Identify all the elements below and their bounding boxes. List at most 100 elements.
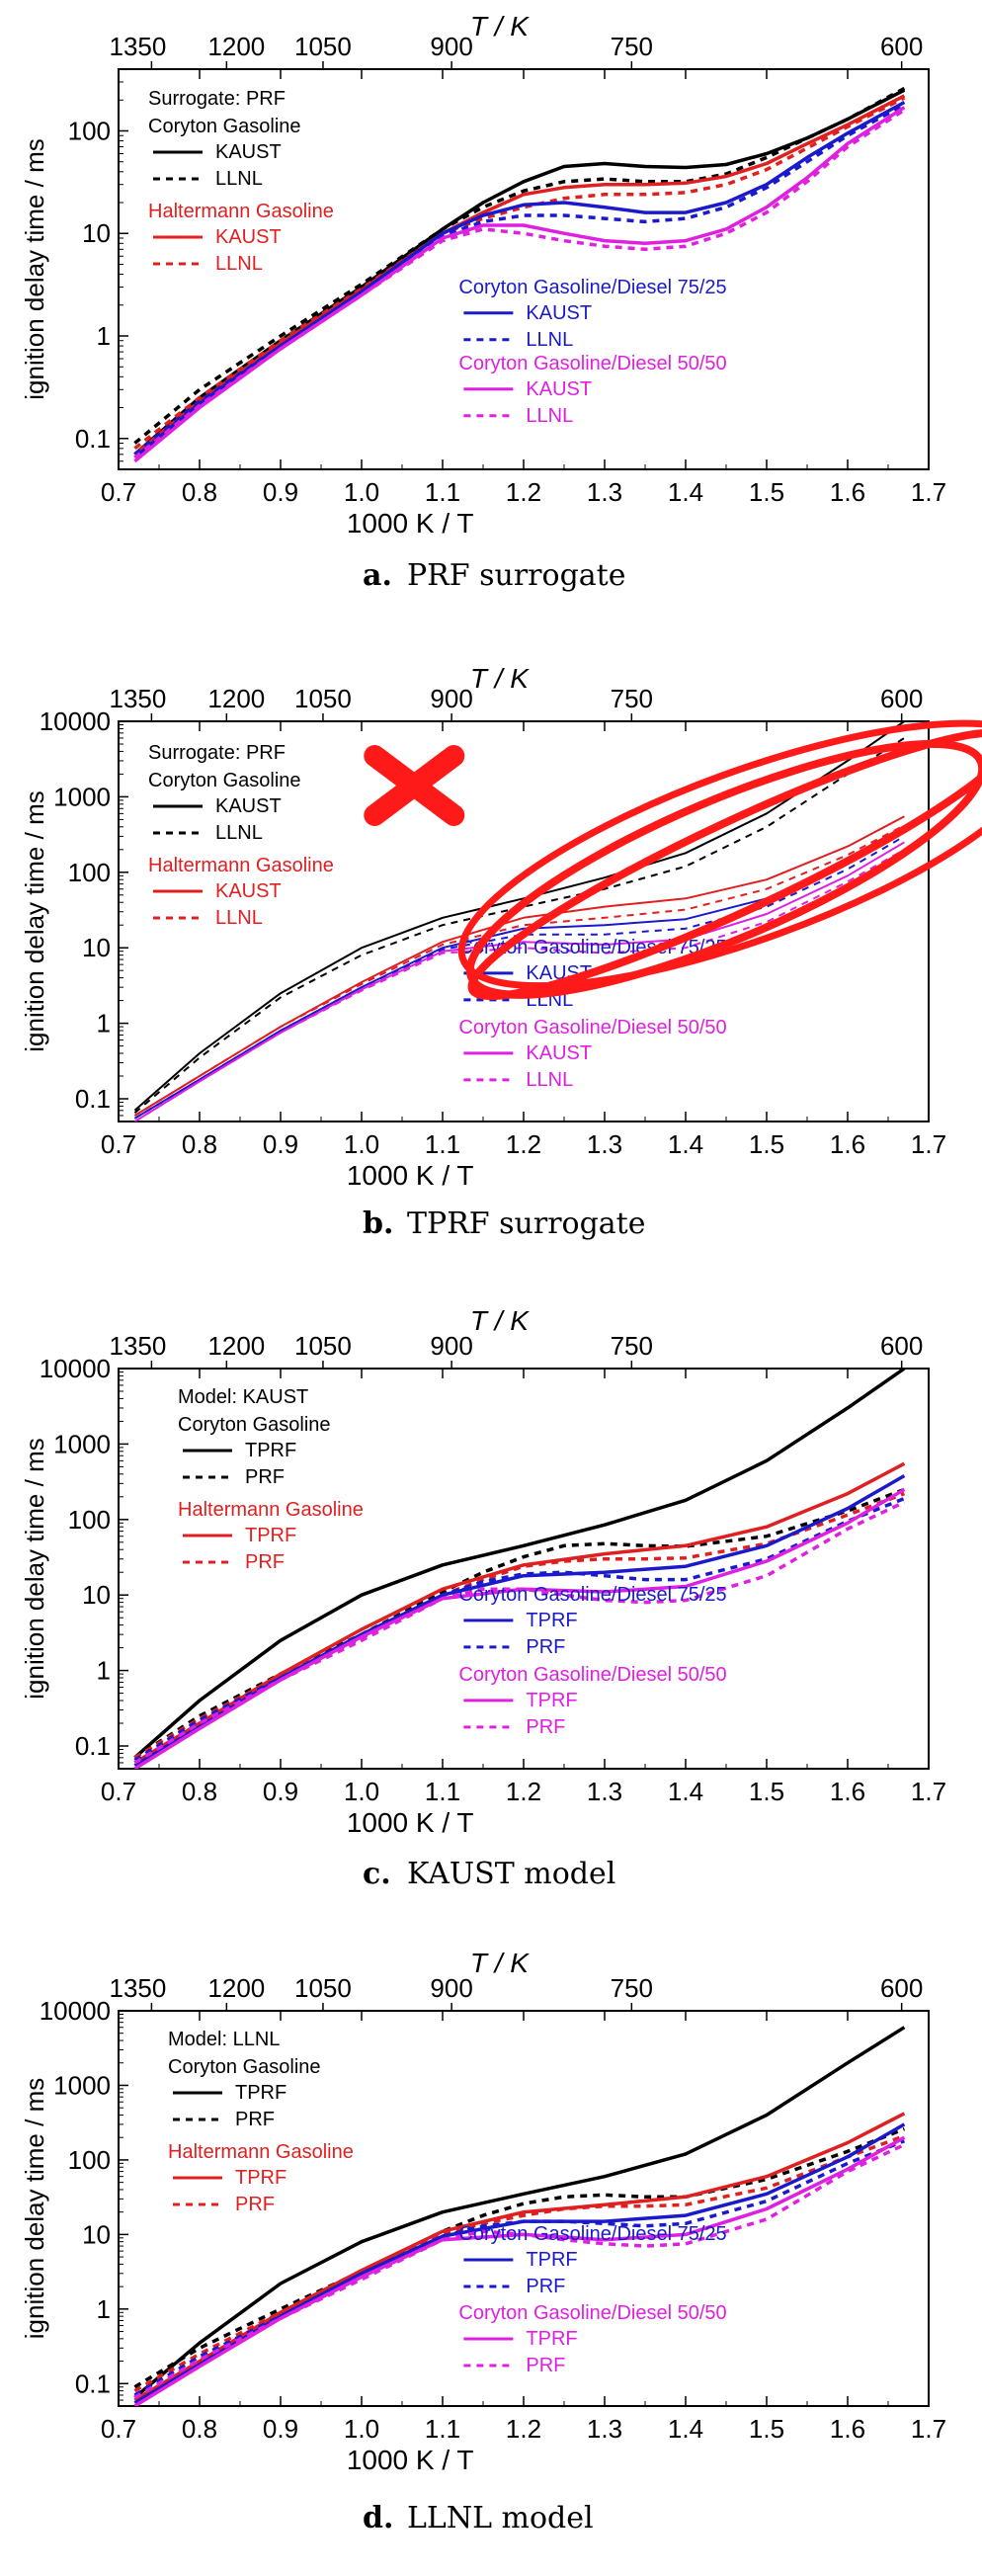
x-tick-label: 1.2 (506, 1129, 541, 1159)
y-tick-label: 100 (68, 858, 111, 887)
x-tick-label: 1.3 (587, 2414, 622, 2444)
legend-entry-label: TPRF (245, 1525, 296, 1546)
x-tick-label: 0.9 (263, 477, 298, 507)
y-tick-label: 0.1 (75, 1084, 111, 1114)
legend-entry-label: TPRF (526, 2249, 577, 2271)
chart-panel-c: 0.7 0.8 0.9 1.0 1.1 1.2 1.3 1.4 1.5 1.6 1.7 0.1 1 10 1… (20, 1305, 946, 1891)
x-tick-label: 1.3 (587, 1129, 622, 1159)
series-line-1 (133, 737, 905, 1115)
top-axis-label: T / K (470, 11, 530, 42)
legend: Surrogate: PRF Coryton Gasoline KAUST LLNL H… (148, 88, 727, 427)
x-tick-label: 0.7 (101, 2414, 136, 2444)
legend-entry-label: LLNL (526, 329, 573, 351)
legend-group-name: Haltermann Gasoline (178, 1499, 364, 1521)
legend-entry-label: KAUST (215, 226, 282, 248)
series-line-2 (133, 815, 905, 1117)
legend-group-name: Coryton Gasoline/Diesel 50/50 (458, 1017, 726, 1039)
x-tick-label: 1.0 (344, 1129, 379, 1159)
legend-entry-label: PRF (526, 2355, 565, 2376)
y-tick-label: 10 (82, 933, 111, 962)
x-tick-label: 1.4 (668, 2414, 703, 2444)
legend-entry-label: TPRF (235, 2167, 286, 2189)
top-tick-label: 1200 (207, 1973, 265, 2003)
top-tick-label: 1350 (109, 1973, 166, 2003)
top-axis-label: T / K (470, 1305, 530, 1336)
top-tick-label: 750 (611, 1331, 653, 1361)
legend-entry-label: PRF (526, 2276, 565, 2297)
legend-group-name: Coryton Gasoline (168, 2056, 321, 2078)
series-line-0 (133, 2026, 906, 2399)
series-line-6 (133, 106, 906, 463)
y-axis-label: ignition delay time / ms (20, 1438, 49, 1699)
legend-entry-label: KAUST (526, 302, 592, 324)
legend-entry-label: TPRF (526, 2328, 577, 2350)
top-tick-label: 900 (430, 684, 472, 713)
x-tick-label: 0.9 (263, 2414, 298, 2444)
series-line-5 (133, 835, 905, 1120)
top-tick-label: 1200 (207, 32, 265, 61)
y-tick-label: 1 (97, 1009, 111, 1039)
x-tick-label: 1.6 (830, 1129, 865, 1159)
top-tick-label: 1350 (109, 684, 166, 713)
caption-text: TPRF surrogate (407, 1206, 646, 1241)
legend-title: Model: LLNL (168, 2029, 280, 2050)
top-tick-label: 600 (880, 32, 923, 61)
legend-group-name: Coryton Gasoline/Diesel 75/25 (458, 1584, 726, 1606)
caption-letter: a. (363, 558, 392, 593)
x-tick-label: 1.3 (587, 477, 622, 507)
y-tick-label: 10 (82, 2219, 111, 2249)
top-tick-label: 1050 (294, 1331, 352, 1361)
x-tick-label: 1.6 (830, 477, 865, 507)
x-axis-label: 1000 K / T (347, 1160, 474, 1191)
legend-group-name: Haltermann Gasoline (168, 2141, 354, 2163)
x-tick-label: 0.7 (101, 1777, 136, 1806)
x-tick-label: 0.9 (263, 1777, 298, 1806)
legend-entry-label: PRF (245, 1551, 285, 1573)
top-axis-label: T / K (470, 1948, 530, 1978)
top-tick-label: 1050 (294, 32, 352, 61)
legend-title: Model: KAUST (178, 1386, 308, 1408)
series-group (133, 86, 906, 463)
x-tick-label: 1.5 (749, 477, 784, 507)
caption-letter: d. (363, 2501, 393, 2535)
x-tick-label: 1.4 (668, 1777, 703, 1806)
top-tick-label: 1200 (207, 684, 265, 713)
x-tick-label: 1.1 (425, 1777, 460, 1806)
series-line-7 (133, 1500, 906, 1765)
top-tick-label: 900 (430, 32, 472, 61)
y-tick-label: 0.1 (75, 424, 111, 454)
y-tick-label: 1 (97, 2294, 111, 2324)
top-tick-label: 1350 (109, 32, 166, 61)
x-tick-label: 1.0 (344, 2414, 379, 2444)
caption-letter: b. (363, 1206, 393, 1241)
x-tick-label: 0.7 (101, 1129, 136, 1159)
x-tick-label: 1.2 (506, 2414, 541, 2444)
chart-panel-b: 0.7 0.8 0.9 1.0 1.1 1.2 1.3 1.4 1.5 1.6 1.7 0.1 1 10 1… (20, 663, 982, 1241)
y-tick-label: 100 (68, 2145, 111, 2175)
caption-text: PRF surrogate (407, 558, 625, 593)
series-group (133, 1369, 906, 1769)
legend-entry-label: LLNL (215, 822, 263, 844)
top-tick-label: 1200 (207, 1331, 265, 1361)
y-axis-label: ignition delay time / ms (20, 138, 49, 399)
x-tick-label: 1.3 (587, 1777, 622, 1806)
top-tick-label: 900 (430, 1331, 472, 1361)
y-tick-label: 1000 (53, 782, 111, 811)
legend-entry-label: LLNL (526, 1069, 573, 1091)
series-line-3 (133, 824, 905, 1117)
cross-mark (364, 745, 465, 826)
legend-entry-label: TPRF (235, 2082, 286, 2104)
ellipse-2 (467, 728, 982, 1001)
y-tick-label: 10000 (40, 1354, 111, 1383)
chart-panel-a: 0.7 0.8 0.9 1.0 1.1 1.2 1.3 1.4 1.5 1.6 1.7 0.1 1 10 1… (20, 11, 946, 593)
legend-entry-label: PRF (235, 2109, 275, 2130)
y-tick-label: 10000 (40, 1996, 111, 2026)
series-line-6 (133, 1487, 906, 1769)
y-tick-label: 10 (82, 1580, 111, 1610)
x-tick-label: 1.7 (911, 2414, 946, 2444)
series-line-4 (133, 100, 906, 459)
legend-entry-label: LLNL (215, 253, 263, 275)
chart-panel-d: 0.7 0.8 0.9 1.0 1.1 1.2 1.3 1.4 1.5 1.6 1.7 0.1 1 10 1… (20, 1948, 946, 2535)
legend-entry-label: KAUST (215, 880, 282, 902)
